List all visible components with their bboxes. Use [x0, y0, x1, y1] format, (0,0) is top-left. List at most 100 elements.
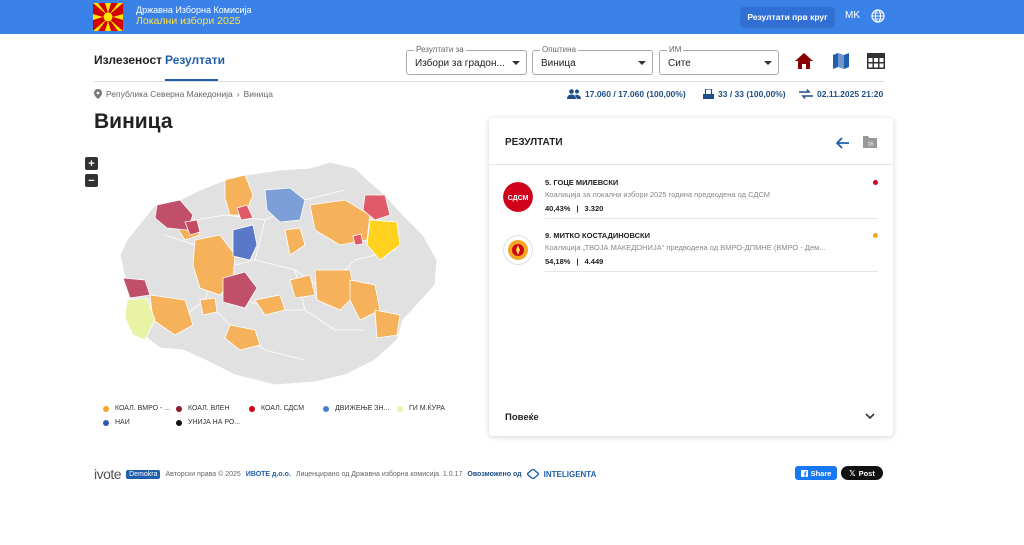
more-toggle[interactable]: Повеќе	[505, 412, 539, 423]
page-title: Виница	[94, 110, 173, 133]
legend-label: ДВИЖЕЊЕ ЗН...	[335, 405, 390, 412]
x-post-button[interactable]: 𝕏 Post	[841, 466, 883, 480]
candidate-results: 54,18% | 4.449	[545, 257, 603, 266]
polling-station-select[interactable]: ИМ Сите	[659, 45, 779, 75]
gi-kura-municipalities	[124, 297, 156, 341]
legend-item[interactable]: КОАЛ. ВЛЕН	[176, 405, 230, 412]
active-tab-indicator	[165, 79, 218, 81]
legend-item[interactable]: КОАЛ. ВМРО - ...	[103, 405, 170, 412]
candidate-row[interactable]: 9. МИТКО КОСТАДИНОВСКИ Коалиција „ТВОЈА …	[503, 231, 878, 279]
legend-item[interactable]: ДВИЖЕЊЕ ЗН...	[323, 405, 389, 412]
candidate-percent: 40,43%	[545, 204, 571, 213]
value-separator: |	[576, 257, 579, 266]
candidate-name: 9. МИТКО КОСТАДИНОВСКИ	[545, 231, 650, 240]
candidate-votes: 4.449	[584, 257, 604, 266]
chevron-down-icon	[512, 61, 520, 65]
legend-dot	[176, 405, 182, 412]
row-divider	[545, 271, 878, 272]
legend-label: НАИ	[115, 419, 130, 426]
footer: ivote Demokra Авторски права © 2025 ИВОТ…	[94, 466, 596, 482]
update-time: 02.11.2025 21:20	[817, 89, 884, 99]
location-pin-icon	[94, 89, 102, 99]
value-separator: |	[576, 204, 579, 213]
breadcrumb-country[interactable]: Република Северна Македонија	[106, 89, 233, 99]
globe-icon[interactable]	[871, 9, 885, 23]
movement-municipalities	[264, 187, 306, 223]
municipality-value: Виница	[541, 58, 576, 69]
polling-station-label: ИМ	[667, 45, 684, 54]
candidate-coalition: Коалиција за локални избори 2025 година …	[545, 190, 771, 199]
people-icon	[567, 89, 581, 99]
sdsm-municipalities	[236, 194, 391, 246]
party-color-dot	[873, 180, 878, 185]
legend-dot	[103, 405, 109, 412]
org-name: Државна Изборна Комисија	[136, 5, 252, 15]
north-macedonia-sun-logo	[93, 3, 123, 31]
legend-item[interactable]: ГИ М.ЌУРА	[397, 405, 445, 412]
stations-count: 33 / 33 (100,00%)	[718, 89, 786, 99]
candidate-votes: 3.320	[584, 204, 604, 213]
candidate-row[interactable]: СДСМ 5. ГОЦЕ МИЛЕВСКИ Коалиција за локал…	[503, 178, 878, 226]
zoom-out-button[interactable]: −	[85, 174, 98, 187]
breadcrumb-municipality: Виница	[243, 89, 273, 99]
zoom-in-button[interactable]: +	[85, 157, 98, 170]
inteligenta-link[interactable]: INTELIGENTA	[543, 469, 597, 479]
legend-item[interactable]: УНИЈА НА РО...	[176, 419, 240, 426]
license-text: Лиценцирано од Државна изборна комисија.…	[295, 470, 463, 478]
chevron-down-icon[interactable]	[865, 413, 875, 420]
update-stat: 02.11.2025 21:20	[799, 89, 883, 99]
vlen-municipalities	[122, 199, 258, 309]
vmro-logo-icon	[503, 235, 533, 265]
sdsm-logo-icon: СДСМ	[503, 182, 533, 212]
breadcrumb-separator: ›	[236, 89, 240, 99]
legend-item[interactable]: КОАЛ. СДСМ	[249, 405, 304, 412]
table-icon[interactable]	[867, 53, 885, 69]
legend-label: КОАЛ. ВМРО - ...	[115, 405, 171, 412]
legend-label: ГИ М.ЌУРА	[409, 405, 445, 412]
map-icon[interactable]	[833, 53, 849, 69]
candidate-name: 5. ГОЦЕ МИЛЕВСКИ	[545, 178, 619, 187]
sdsm-logo-text: СДСМ	[508, 195, 529, 202]
brand-title: Државна Изборна Комисија Локални избори …	[136, 5, 252, 27]
legend-dot	[103, 419, 109, 426]
tab-results[interactable]: Резултати	[165, 53, 225, 67]
legend-label: КОАЛ. ВЛЕН	[188, 405, 230, 412]
tab-turnout[interactable]: Излезеност	[94, 53, 163, 67]
home-icon[interactable]	[795, 53, 813, 69]
municipality-select[interactable]: Општина Виница	[532, 45, 653, 75]
legend-dot	[249, 405, 255, 412]
chevron-down-icon	[638, 61, 646, 65]
powered-by-text: Овозможено од	[467, 470, 522, 478]
nai-municipalities	[232, 224, 258, 261]
company-link[interactable]: ИВОТЕ д.о.о.	[245, 470, 291, 478]
language-switch[interactable]: MK	[845, 10, 860, 21]
copyright-text: Авторски права © 2025	[165, 470, 241, 478]
legend-label: КОАЛ. СДСМ	[261, 405, 305, 412]
results-panel: РЕЗУЛТАТИ 16 СДСМ 5. ГОЦЕ МИЛЕВСКИ Коали…	[489, 118, 893, 436]
candidate-percent: 54,18%	[545, 257, 571, 266]
legend-dot	[397, 405, 403, 412]
municipality-label: Општина	[540, 45, 578, 54]
results-panel-title: РЕЗУЛТАТИ	[505, 137, 563, 148]
candidate-coalition: Коалиција „ТВОЈА МАКЕДОНИЈА“ предводена …	[545, 243, 826, 252]
results-for-value: Избори за градон...	[415, 58, 505, 69]
facebook-share-button[interactable]: Share	[795, 466, 837, 480]
polling-station-value: Сите	[668, 58, 691, 69]
legend-dot	[323, 405, 329, 412]
municipalities-map[interactable]	[105, 160, 445, 390]
voters-count: 17.060 / 17.060 (100,00%)	[585, 89, 686, 99]
first-round-results-button[interactable]: Резултати прв круг	[741, 7, 834, 26]
folder-icon[interactable]: 16	[863, 135, 877, 148]
top-bar: Државна Изборна Комисија Локални избори …	[0, 0, 1024, 34]
back-arrow-icon[interactable]	[836, 137, 850, 149]
vmro-municipalities	[149, 174, 401, 351]
x-icon: 𝕏	[849, 468, 856, 478]
legend-item[interactable]: НАИ	[103, 419, 130, 426]
chevron-down-icon	[764, 61, 772, 65]
row-divider	[545, 218, 878, 219]
panel-divider	[489, 164, 893, 165]
party-color-dot	[873, 233, 878, 238]
candidate-results: 40,43% | 3.320	[545, 204, 603, 213]
results-for-label: Резултати за	[414, 45, 466, 54]
results-for-select[interactable]: Резултати за Избори за градон...	[406, 45, 527, 75]
